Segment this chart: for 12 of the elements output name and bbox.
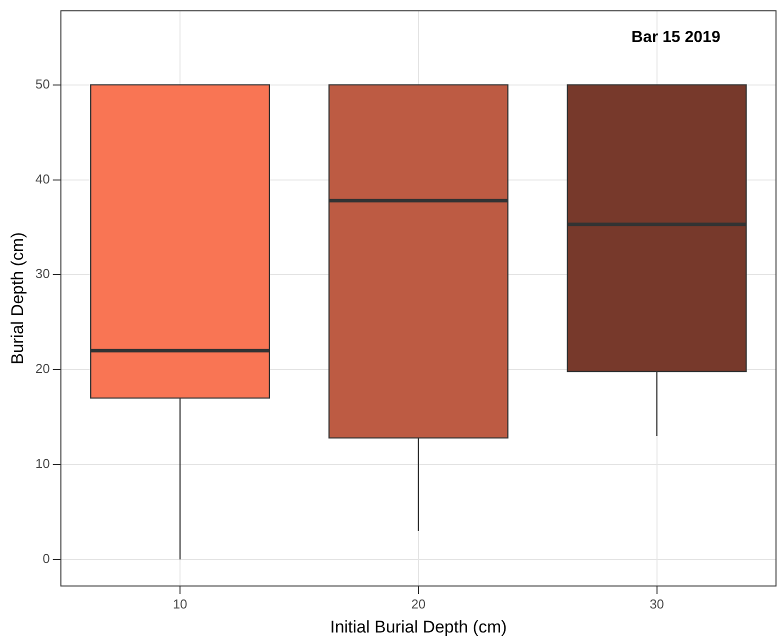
y-tick-label: 40: [35, 171, 50, 186]
y-tick-label: 30: [35, 266, 50, 282]
y-tick-label: 20: [35, 361, 50, 376]
x-tick-label: 20: [411, 596, 426, 612]
y-tick-label: 10: [35, 456, 50, 472]
x-tick-label: 10: [172, 596, 188, 612]
y-tick-label: 0: [42, 551, 50, 566]
x-axis-title: Initial Burial Depth (cm): [330, 617, 507, 636]
x-tick-label: 30: [650, 596, 664, 612]
y-tick-label: 50: [35, 76, 50, 92]
text: Bar 15 2019: [631, 29, 720, 46]
y-axis-title: Burial Depth (cm): [8, 232, 27, 365]
